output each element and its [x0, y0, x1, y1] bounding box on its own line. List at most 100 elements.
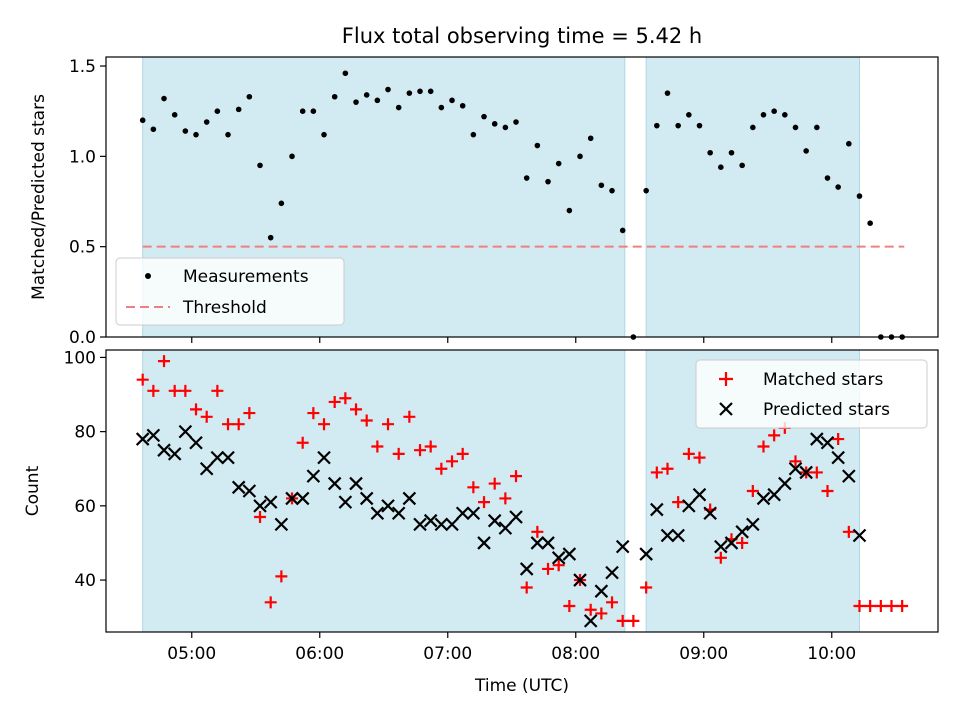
predicted-star-point	[724, 536, 739, 550]
x-tick-label: 07:00	[423, 644, 472, 664]
measurement-point	[587, 135, 594, 142]
measurement-point	[331, 93, 338, 100]
predicted-star-point	[682, 499, 696, 513]
measurement-point	[760, 112, 767, 118]
measurement-point	[654, 122, 660, 129]
measurement-point	[502, 124, 509, 131]
top-y-tick-label: 0.5	[69, 238, 96, 258]
measurement-point	[513, 119, 519, 125]
predicted-star-point	[799, 465, 813, 480]
matched-star-point	[382, 418, 395, 431]
legend-measurements-label: Measurements	[183, 267, 309, 287]
matched-star-point	[200, 410, 213, 423]
predicted-star-point	[660, 528, 675, 543]
predicted-star-point	[519, 562, 534, 576]
predicted-star-point	[487, 513, 502, 528]
legend-predicted-marker	[719, 402, 733, 416]
matched-star-point	[853, 600, 866, 613]
matched-star-point	[661, 462, 674, 475]
matched-star-point	[885, 600, 898, 613]
measurement-point	[619, 227, 626, 234]
predicted-star-point	[210, 450, 225, 465]
matched-star-point	[307, 407, 320, 420]
matched-star-point	[563, 600, 576, 613]
matched-star-point	[736, 536, 749, 549]
measurement-point	[321, 131, 327, 138]
predicted-star-point	[735, 525, 749, 539]
measurement-point	[427, 88, 434, 95]
predicted-star-point	[253, 499, 267, 513]
measurement-point	[214, 108, 221, 114]
matched-stars-points	[136, 355, 909, 627]
matched-star-point	[424, 440, 437, 453]
measurement-point	[598, 182, 605, 189]
predicted-star-point	[413, 517, 427, 532]
measurement-point	[449, 97, 455, 104]
measurement-point	[353, 99, 359, 105]
bottom-panel: 40 60 80 100 05:00 06:00 07:00 08:00 09:00 10:00…	[23, 348, 939, 696]
predicted-star-point	[455, 506, 470, 521]
measurement-point	[139, 117, 146, 124]
predicted-star-point	[231, 480, 246, 495]
predicted-star-point	[852, 528, 867, 543]
bottom-y-tick-label: 80	[74, 423, 96, 443]
predicted-star-point	[767, 487, 781, 502]
matched-star-point	[874, 600, 887, 613]
measurement-point	[257, 162, 263, 169]
matched-star-point	[616, 614, 629, 627]
measurement-point	[523, 175, 530, 181]
matched-star-point	[190, 403, 203, 416]
measurement-point	[182, 128, 189, 134]
predicted-star-point	[498, 521, 513, 535]
legend-predicted-label: Predicted stars	[763, 400, 890, 420]
bottom-legend: Matched stars Predicted stars	[695, 359, 928, 429]
predicted-star-point	[199, 461, 214, 476]
matched-star-point	[896, 600, 909, 613]
top-y-axis-label: Matched/Predicted stars	[29, 94, 49, 300]
matched-star-point	[371, 440, 384, 453]
measurement-point	[289, 153, 295, 160]
predicted-star-point	[842, 469, 856, 483]
matched-star-point	[168, 384, 181, 397]
predicted-star-point	[178, 424, 193, 439]
measurement-point	[643, 187, 649, 194]
measurement-point	[203, 119, 210, 125]
measurement-point	[750, 124, 756, 131]
measurement-point	[835, 184, 841, 190]
measurement-point	[846, 140, 852, 147]
measurement-point	[792, 124, 799, 131]
matched-star-point	[810, 466, 823, 479]
measurement-point	[299, 108, 306, 114]
predicted-star-point	[530, 536, 545, 550]
measurement-point	[438, 104, 445, 111]
matched-star-point	[520, 581, 533, 594]
predicted-star-point	[810, 432, 824, 446]
legend-measurements-marker	[145, 273, 151, 279]
top-plot-frame	[105, 56, 939, 338]
predicted-star-point	[650, 502, 664, 517]
matched-star-point	[510, 470, 523, 483]
predicted-star-point	[551, 551, 566, 565]
x-tick-label: 10:00	[807, 644, 856, 664]
matched-star-point	[435, 462, 448, 475]
matched-star-point	[864, 600, 877, 613]
measurement-point	[718, 164, 724, 170]
predicted-star-point	[594, 584, 609, 598]
observing-window-2	[645, 56, 860, 338]
measurement-point	[609, 187, 615, 194]
matched-star-point	[318, 418, 331, 431]
predicted-star-point	[146, 428, 161, 443]
predicted-star-point	[756, 491, 771, 506]
predicted-star-point	[349, 476, 363, 491]
predicted-star-point	[692, 487, 707, 502]
legend-matched-marker	[719, 372, 733, 386]
measurement-point	[566, 207, 573, 214]
predicted-star-point	[434, 517, 449, 532]
matched-star-point	[179, 384, 192, 397]
measurement-point	[395, 104, 402, 111]
measurement-point	[824, 175, 831, 181]
predicted-star-point	[671, 528, 685, 543]
bottom-legend-box	[695, 359, 928, 429]
matched-star-point	[275, 570, 288, 583]
predicted-star-point	[477, 536, 491, 550]
